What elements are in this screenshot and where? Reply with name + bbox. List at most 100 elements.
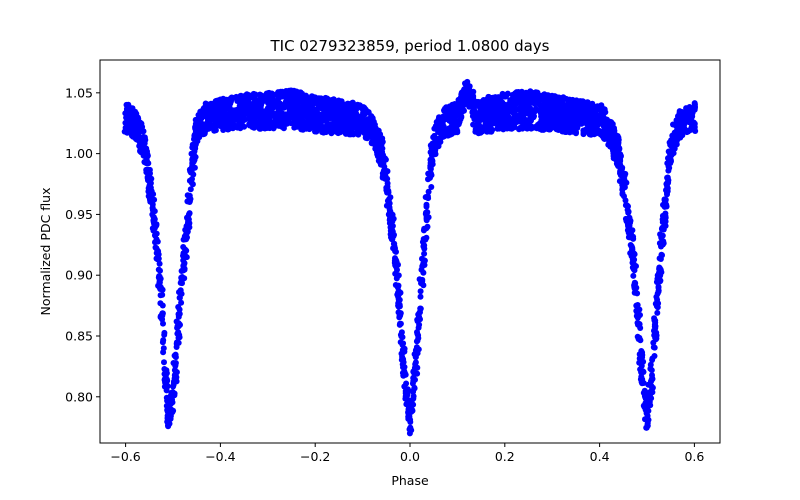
data-point [656,266,663,272]
data-point [638,354,645,361]
data-point [237,93,244,99]
y-axis-ticks: 0.80 0.85 0.90 0.95 1.00 1.05 [65,85,100,404]
data-point [302,107,309,114]
data-point [177,279,184,286]
data-point [598,109,605,116]
data-point [645,416,652,423]
data-point [556,126,563,133]
data-point [495,112,502,119]
data-point [175,329,182,336]
data-point [625,234,632,241]
data-point [408,427,415,434]
data-point [450,128,457,135]
data-point [617,151,624,158]
data-point [153,230,160,237]
data-point [660,226,667,233]
data-point [310,112,317,119]
data-point [159,291,166,298]
data-point [555,100,562,107]
data-point [534,95,541,102]
data-point [269,99,276,106]
data-point [618,172,625,178]
data-point [435,142,442,149]
data-point [400,364,406,371]
data-point [501,102,508,108]
data-point [638,359,645,366]
x-tick-label: 0.0 [400,449,420,464]
data-point [331,99,338,105]
data-point [610,153,617,159]
y-tick-label: 0.80 [65,389,93,404]
y-tick-label: 1.00 [65,146,93,161]
data-point [160,349,167,356]
data-point [265,90,272,97]
data-point [400,372,407,379]
data-point [625,209,632,216]
data-point [395,303,402,310]
data-point [488,118,495,125]
data-point [365,119,372,126]
data-point [626,220,633,226]
data-point [554,111,561,118]
data-point [284,103,291,109]
data-point [639,368,646,375]
data-point [445,115,452,122]
data-point [321,115,328,122]
data-point [356,121,363,128]
data-point [400,340,407,347]
data-point [459,90,465,97]
data-point [666,164,673,171]
data-point [405,413,412,420]
data-point [279,110,286,117]
data-point [394,266,400,273]
data-point [196,129,203,136]
data-point [504,91,511,98]
data-point [610,144,616,151]
data-point [679,109,685,115]
data-point [174,323,181,330]
data-point [627,242,634,248]
data-point [186,210,193,217]
data-point [192,116,199,123]
data-point [307,100,314,107]
data-point [438,123,445,130]
data-point [170,383,177,390]
data-point [651,344,658,351]
data-point [347,117,354,124]
data-point [557,120,564,127]
data-point [386,204,393,211]
data-point [657,277,664,284]
data-point [572,113,579,120]
data-point [603,132,610,139]
data-point [422,236,429,243]
data-point [144,166,151,173]
x-tick-label: 0.6 [684,449,704,464]
data-point [187,186,194,193]
data-point [386,217,393,223]
data-point [286,108,293,115]
data-point [170,407,177,414]
data-point [619,185,626,191]
data-point [461,107,467,114]
data-point [240,107,247,114]
data-point [377,135,383,142]
data-point [385,211,392,218]
data-point [354,113,361,120]
data-point [390,233,397,240]
data-point [396,289,403,296]
data-point [549,97,556,104]
data-point [153,222,160,229]
data-point [266,125,273,132]
data-point [649,375,656,382]
data-point [275,95,282,102]
data-point [160,320,166,327]
data-point [587,110,593,117]
data-point [480,110,487,117]
data-point [219,105,226,112]
data-point [634,290,641,297]
data-point [280,125,287,132]
data-point [631,263,638,270]
data-point [628,253,635,260]
data-point [399,334,406,341]
